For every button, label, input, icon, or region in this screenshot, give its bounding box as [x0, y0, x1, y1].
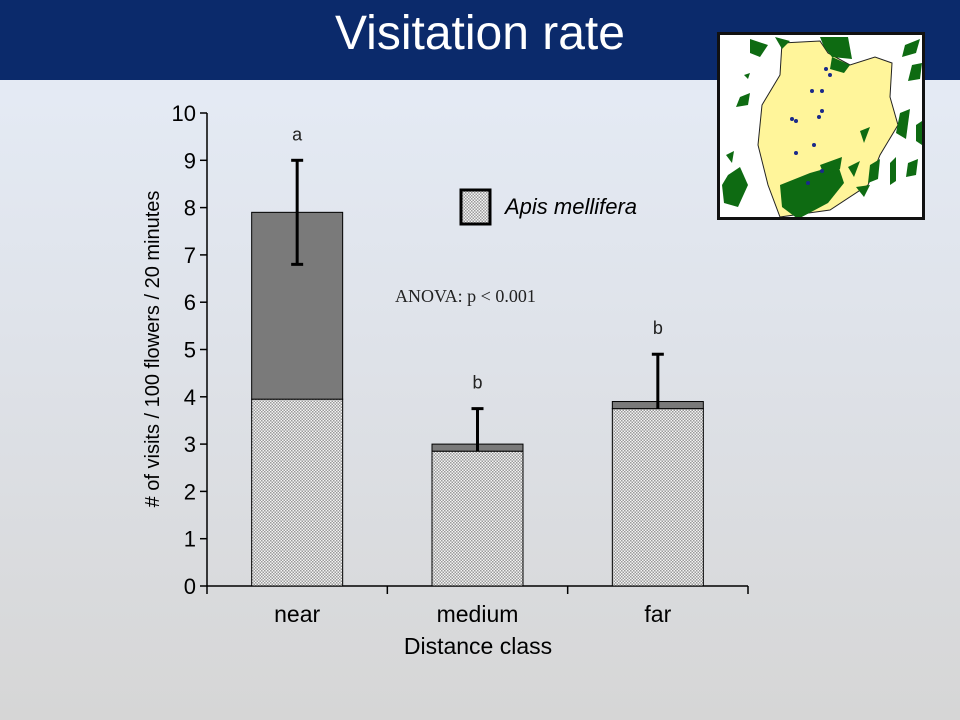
- y-tick-label: 8: [184, 196, 196, 221]
- significance-letter: a: [292, 124, 303, 144]
- forest-patches: [722, 37, 922, 219]
- x-axis-label: Distance class: [404, 633, 552, 659]
- x-category-label: medium: [437, 601, 519, 627]
- bar-segment-bottom: [251, 398, 344, 587]
- y-axis-label: # of visits / 100 flowers / 20 minutes: [142, 191, 164, 508]
- y-tick-label: 4: [184, 385, 196, 410]
- y-tick-label: 0: [184, 574, 196, 599]
- y-tick-label: 6: [184, 290, 196, 315]
- significance-letter: b: [653, 318, 663, 338]
- bar-segment-bottom: [431, 450, 524, 587]
- y-tick-label: 10: [172, 101, 196, 126]
- y-tick-label: 2: [184, 479, 196, 504]
- sample-points: [790, 67, 832, 185]
- legend-label: Apis mellifera: [503, 194, 637, 219]
- x-category-label: near: [274, 601, 320, 627]
- slide-title: Visitation rate: [335, 7, 625, 60]
- study-area-land: [757, 40, 899, 218]
- study-area-map: [717, 32, 925, 220]
- anova-note: ANOVA: p < 0.001: [395, 286, 536, 306]
- y-tick-label: 5: [184, 338, 196, 363]
- legend-swatch: [459, 188, 492, 226]
- x-category-label: far: [644, 601, 671, 627]
- y-tick-label: 3: [184, 432, 196, 457]
- y-tick-label: 1: [184, 527, 196, 552]
- y-tick-label: 9: [184, 148, 196, 173]
- bar-segment-bottom: [611, 408, 704, 587]
- significance-letter: b: [472, 373, 482, 393]
- y-tick-label: 7: [184, 243, 196, 268]
